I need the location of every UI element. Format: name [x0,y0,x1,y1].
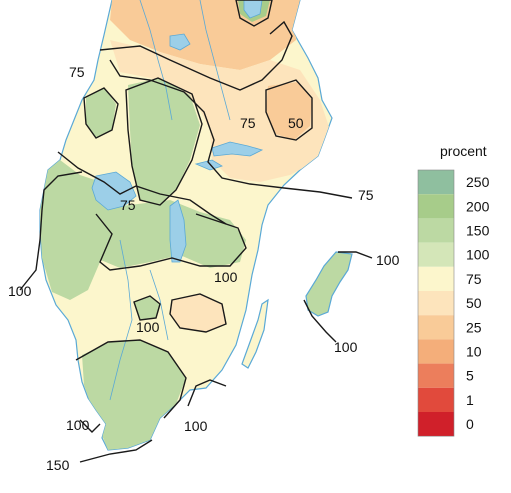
contour-label: 150 [46,457,70,473]
contour-100-central [125,77,203,206]
legend-swatch [418,242,454,267]
contour-150-south [79,439,153,463]
legend-swatch [418,266,454,291]
legend-swatch [418,339,454,364]
legend-title: procent [440,143,487,159]
contour-label: 75 [120,197,136,213]
legend-label: 200 [466,198,490,214]
contour-label: 100 [66,417,90,433]
contour-100-south-tip [79,419,101,433]
lake-hjalmaren [194,159,223,171]
river-1 [139,0,173,121]
contour-label: 75 [358,187,374,203]
contour-label: 100 [334,339,358,355]
contour-lines [19,0,373,463]
legend-swatch [418,291,454,316]
contour-75-south-east [169,293,227,333]
contour-100-vattern [95,213,247,271]
legend-swatch [418,194,454,219]
lake-siljan [169,33,191,51]
legend-label: 100 [466,247,490,263]
contour-label: 75 [69,64,85,80]
legend-label: 75 [466,271,482,287]
wet-zone-north-west [86,88,116,138]
dry-zone-east [110,40,330,182]
lake-small-north [243,0,263,19]
contour-100-gotland-south [303,299,337,343]
contour-label-group: 75 75 50 75 75 100 100 100 100 100 100 1… [8,64,400,473]
legend-swatch [418,315,454,340]
contour-label: 50 [288,115,304,131]
legend-label: 250 [466,174,490,190]
contour-100-small [133,295,161,321]
legend-label: 25 [466,319,482,335]
legend-swatch [418,387,454,412]
wet-spot-small [134,296,160,320]
contour-50-east [265,79,313,141]
legend-label: 1 [466,392,474,408]
wet-zone-central [128,78,200,205]
dry-pocket-50 [266,82,312,140]
dry-spot-south [170,294,226,332]
river-4 [149,269,169,341]
legend-swatch [418,218,454,243]
contour-label: 100 [184,418,208,434]
contour-label: 100 [376,252,400,268]
rivers [109,0,231,401]
lakes [91,0,264,263]
contour-100-gotland [338,251,373,259]
river-3 [109,239,133,401]
legend-label: 0 [466,416,474,432]
contour-100-southeast-coast [187,379,227,407]
oland-island [241,298,269,369]
lake-vattern [169,199,187,263]
contour-75-north [99,20,293,91]
contour-100-north-west [83,87,119,139]
contour-label: 75 [240,115,256,131]
wet-zone-south [82,340,186,450]
gotland [305,251,353,317]
legend-border [417,169,455,437]
gotland-island [305,251,353,317]
legend-swatch [418,412,454,437]
river-2 [199,0,231,121]
mainland [39,0,333,451]
contour-ring-north [235,0,273,27]
legend-label: 150 [466,223,490,239]
lake-malaren [211,141,264,157]
contour-100-west-coast [19,171,83,291]
contour-75-east [109,59,353,199]
legend-label: 5 [466,368,474,384]
contour-label: 100 [136,319,160,335]
contour-label: 100 [214,269,238,285]
legend-swatch [418,363,454,388]
contour-100-south [75,339,187,419]
legend-swatch [418,170,454,195]
legend-label: 50 [466,295,482,311]
contour-label: 100 [8,283,32,299]
legend-label: 10 [466,344,482,360]
